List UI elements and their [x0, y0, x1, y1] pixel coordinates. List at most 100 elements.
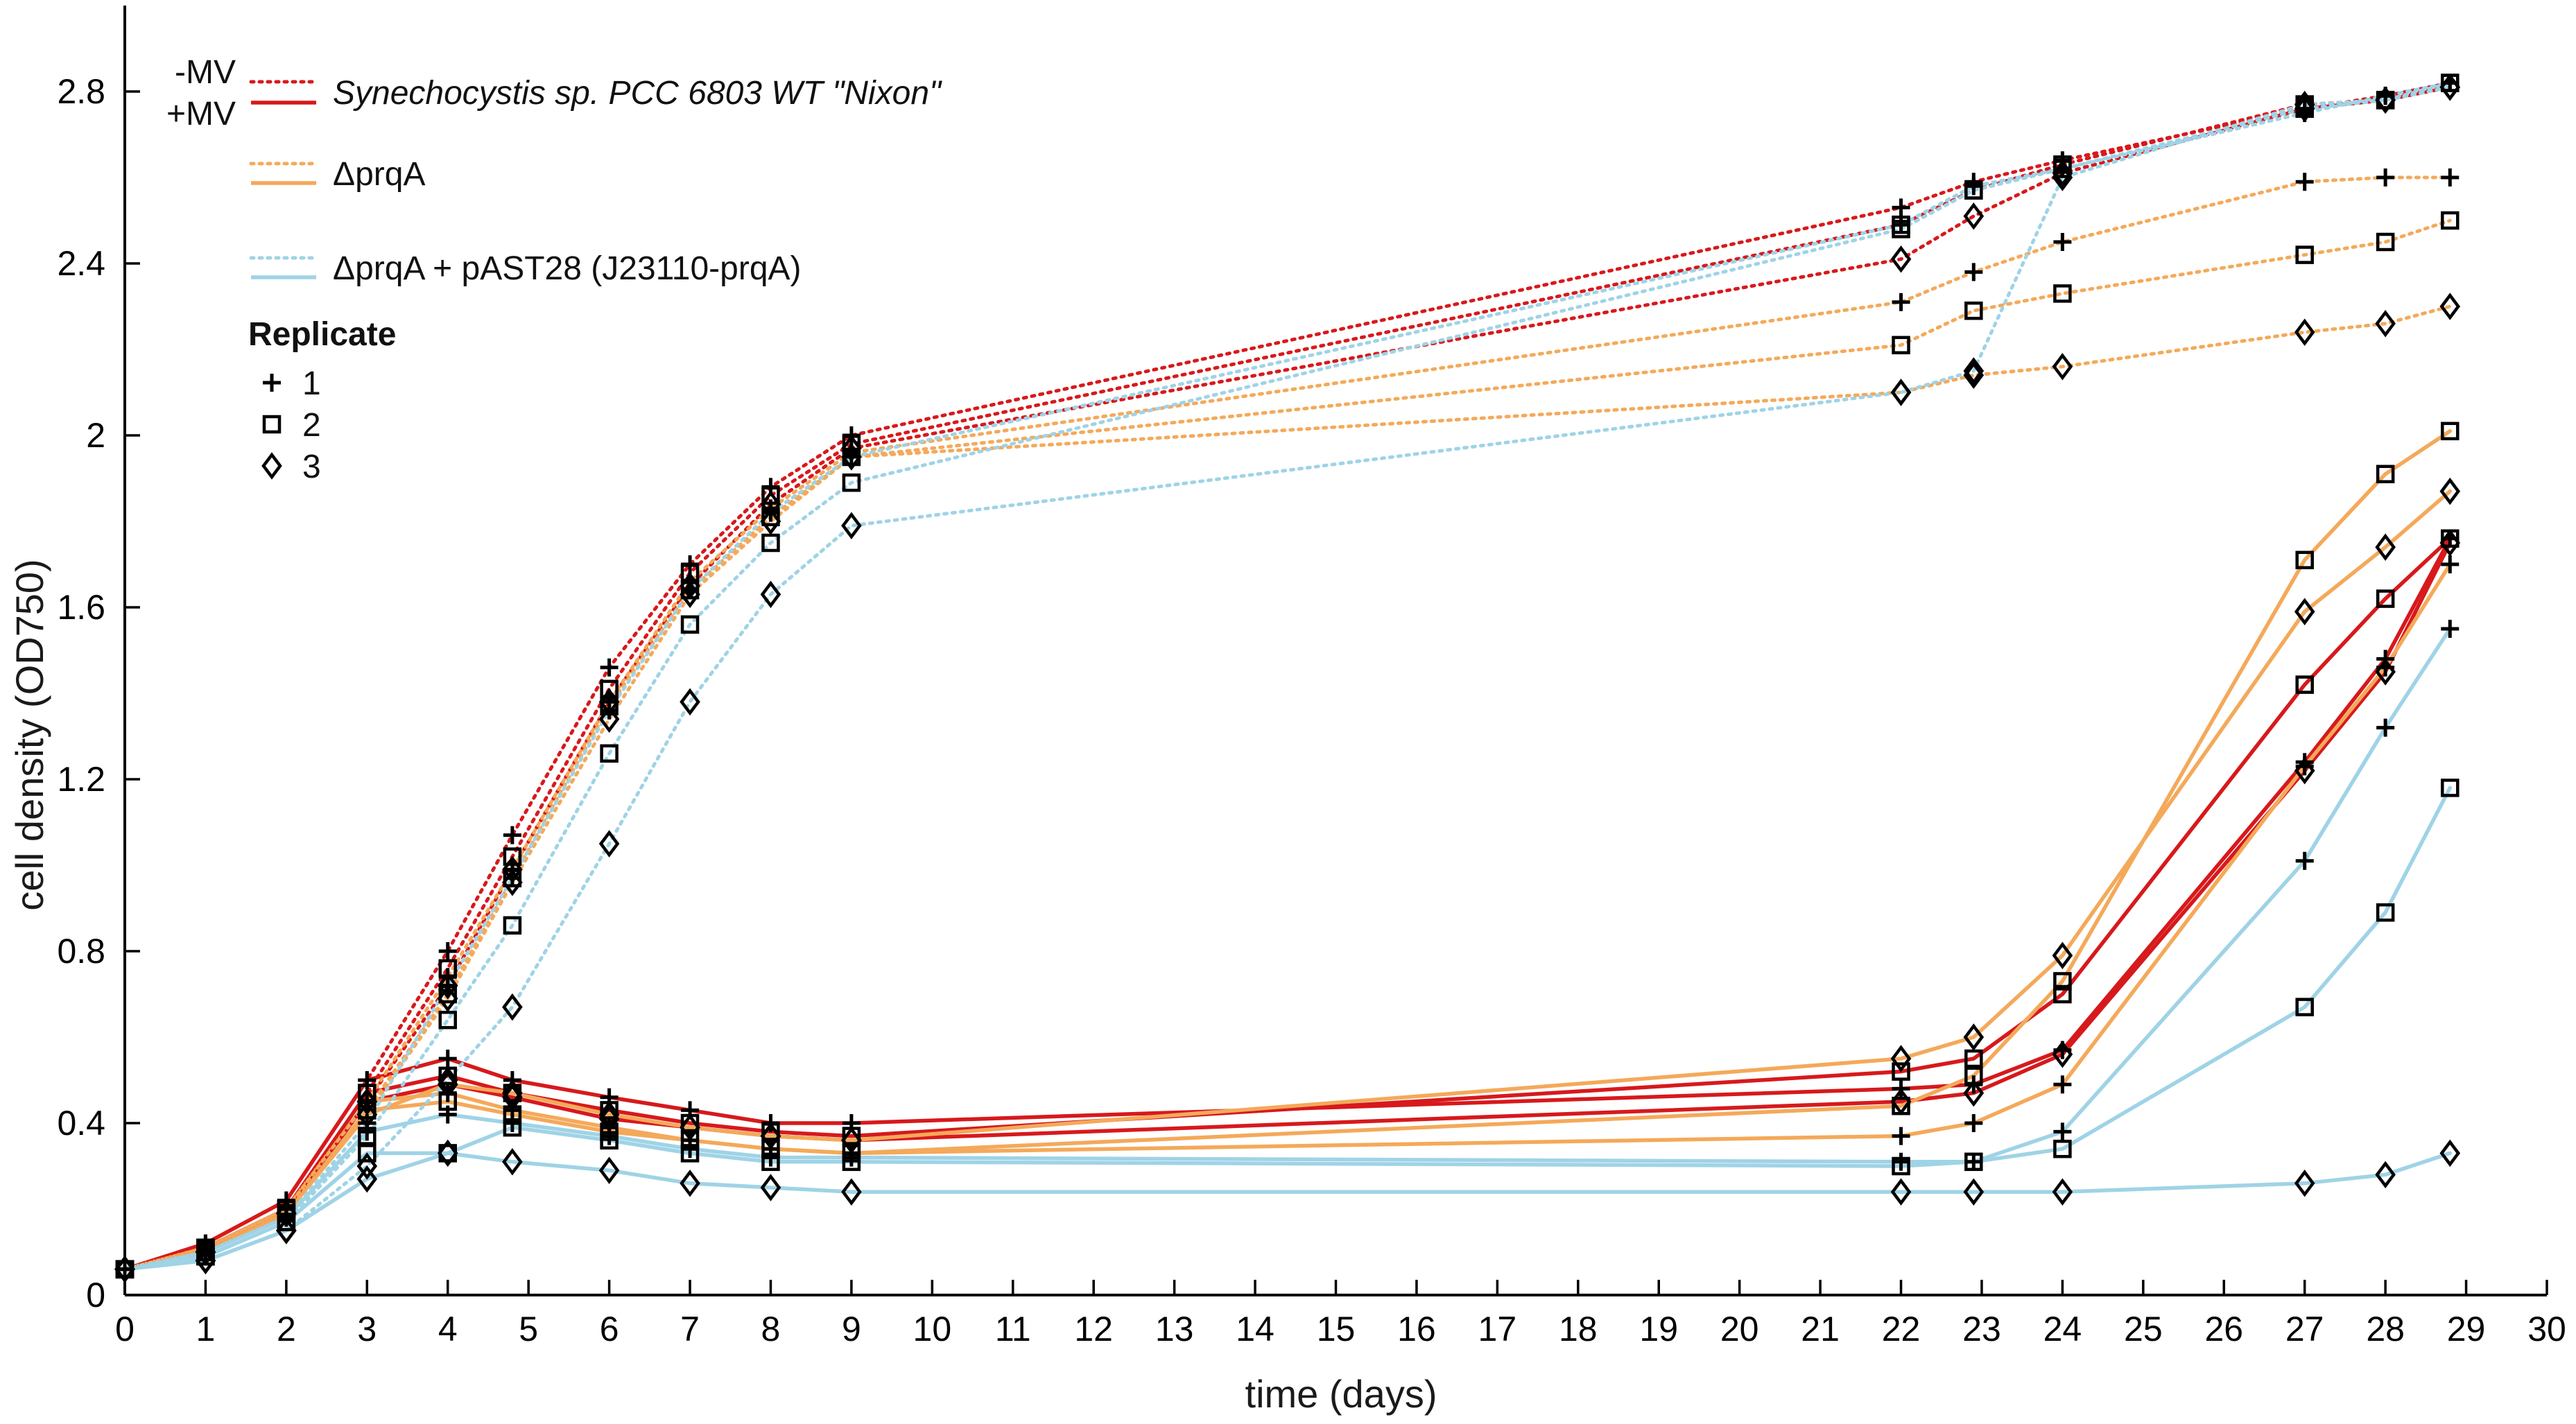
- series-line: [123, 785, 2453, 1271]
- y-tick-label: 1.2: [57, 760, 105, 799]
- data-point: [2052, 941, 2073, 969]
- data-point: [680, 688, 700, 716]
- data-point: [680, 1144, 700, 1163]
- data-point: [356, 1152, 378, 1180]
- data-point: [841, 1178, 862, 1206]
- data-point: [1964, 1152, 1983, 1171]
- x-tick-label: 23: [1962, 1310, 2001, 1348]
- data-point: [2052, 1041, 2073, 1068]
- data-point: [2052, 1178, 2073, 1206]
- data-point: [2376, 232, 2395, 252]
- data-point: [356, 1165, 378, 1193]
- legend-marker-square: [262, 415, 282, 434]
- data-point: [2439, 529, 2461, 557]
- x-tick-label: 8: [761, 1310, 781, 1348]
- data-point: [2294, 598, 2315, 625]
- x-tick-label: 1: [196, 1310, 216, 1348]
- y-tick-label: 1.6: [57, 588, 105, 627]
- x-tick-label: 5: [519, 1310, 538, 1348]
- data-point: [600, 744, 619, 763]
- series-line: [123, 304, 2452, 1271]
- data-point: [760, 1174, 781, 1201]
- legend-replicate-label: 3: [302, 449, 321, 485]
- data-point: [681, 581, 700, 600]
- data-point: [1964, 1114, 1983, 1132]
- data-point: [761, 1152, 780, 1172]
- data-point: [2295, 550, 2314, 570]
- marker-layer: [114, 73, 2461, 1283]
- y-tick-label: 2.8: [57, 72, 105, 111]
- data-point: [2295, 173, 2314, 191]
- data-point: [600, 1131, 619, 1150]
- data-point: [2053, 1139, 2072, 1158]
- data-point: [437, 1070, 458, 1098]
- y-tick-label: 2.4: [57, 244, 105, 283]
- data-point: [2053, 984, 2072, 1004]
- x-tick-label: 27: [2285, 1310, 2324, 1348]
- data-point: [2441, 779, 2460, 797]
- data-point: [2376, 658, 2395, 677]
- data-point: [760, 507, 781, 535]
- data-point: [842, 448, 861, 466]
- data-point: [503, 1118, 522, 1137]
- data-point: [358, 1122, 377, 1141]
- x-tick-label: 21: [1801, 1310, 1840, 1348]
- y-tick-label: 0.4: [57, 1104, 105, 1143]
- series-line: [123, 81, 2452, 1271]
- data-point: [502, 993, 523, 1021]
- legend-replicate-title: Replicate: [248, 316, 396, 353]
- data-point: [2053, 1122, 2072, 1141]
- data-point: [842, 473, 861, 492]
- data-point: [680, 1170, 700, 1197]
- x-tick-label: 16: [1397, 1310, 1436, 1348]
- legend: -MV +MV Synechocystis sp. PCC 6803 WT "Nix…: [166, 54, 942, 485]
- legend-strain-label: ΔprqA + pAST28 (J23110-prqA): [333, 250, 802, 287]
- data-point: [438, 942, 457, 960]
- data-point: [1892, 1127, 1910, 1145]
- data-point: [1890, 379, 1912, 406]
- x-axis-title: time (days): [1245, 1372, 1437, 1416]
- data-point: [2441, 211, 2460, 230]
- x-tick-label: 30: [2527, 1310, 2566, 1348]
- data-point: [1964, 181, 1983, 200]
- legend-replicate-label: 2: [302, 407, 321, 444]
- x-tick-label: 18: [1559, 1310, 1598, 1348]
- x-tick-label: 26: [2204, 1310, 2243, 1348]
- legend-mv-minus-label: -MV: [175, 54, 236, 91]
- data-point: [2052, 164, 2073, 191]
- data-point: [600, 701, 619, 720]
- x-tick-label: 29: [2447, 1310, 2486, 1348]
- data-point: [1964, 301, 1983, 320]
- data-point: [841, 443, 862, 471]
- data-point: [1964, 263, 1983, 281]
- data-point: [437, 1066, 458, 1094]
- data-point: [2376, 903, 2395, 922]
- data-point: [2441, 422, 2460, 441]
- series-line: [123, 81, 2452, 1271]
- data-point: [2439, 293, 2461, 320]
- data-point: [1892, 336, 1910, 355]
- data-point: [503, 916, 522, 935]
- data-point: [2375, 310, 2396, 338]
- data-point: [1963, 1023, 1985, 1051]
- data-point: [503, 1114, 521, 1132]
- data-point: [1892, 198, 1910, 217]
- series-line: [123, 1151, 2453, 1271]
- data-point: [1964, 177, 1983, 196]
- data-point: [437, 984, 458, 1012]
- data-point: [1963, 1178, 1985, 1206]
- x-tick-label: 12: [1074, 1310, 1113, 1348]
- x-tick-label: 4: [438, 1310, 458, 1348]
- x-tick-label: 20: [1720, 1310, 1759, 1348]
- data-point: [598, 830, 620, 858]
- data-point: [842, 1148, 861, 1167]
- data-point: [2441, 555, 2460, 573]
- data-point: [2053, 284, 2072, 303]
- legend-strain-label: ΔprqA: [333, 156, 425, 193]
- data-point: [502, 1079, 523, 1107]
- data-point: [2294, 1170, 2315, 1197]
- data-point: [503, 826, 521, 844]
- data-point: [1892, 216, 1910, 234]
- data-point: [2295, 998, 2314, 1016]
- data-point: [1964, 1066, 1983, 1086]
